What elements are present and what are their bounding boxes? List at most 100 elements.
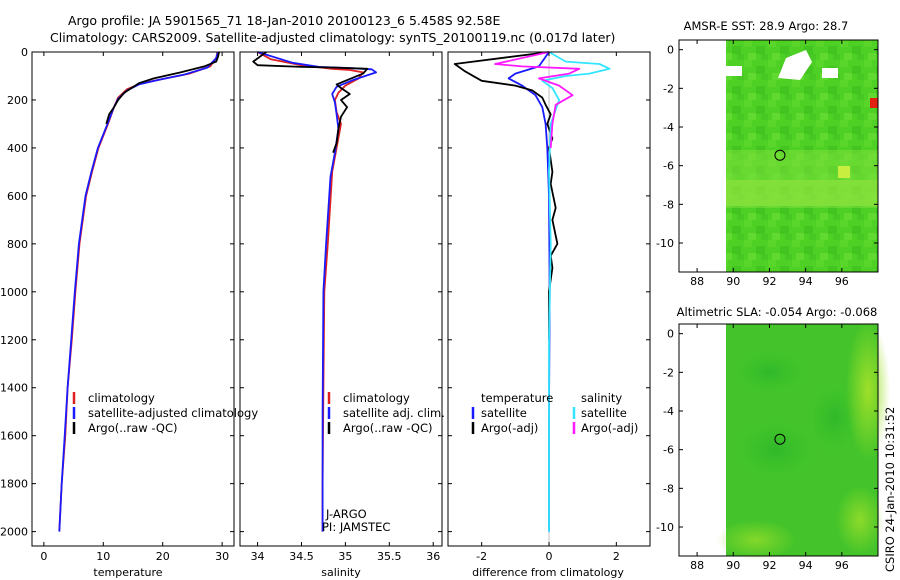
argo-location-marker — [774, 149, 786, 161]
y-tick-label: 2000 — [0, 526, 28, 539]
difference-plot-area — [453, 51, 611, 546]
series-line-satellite-adj-clim- — [257, 51, 378, 532]
y-tick-label: -6 — [663, 160, 674, 173]
csiro-timestamp: CSIRO 24-Jan-2010 10:31:52 — [883, 407, 897, 572]
legend-label-climatology: climatology — [343, 391, 410, 405]
x-tick-label: 96 — [835, 559, 849, 572]
series-line-climatology — [257, 51, 364, 532]
legend-label-satellite: satellite adj. clim. — [343, 406, 445, 420]
argo-location-marker — [774, 433, 786, 445]
legend-label-temp-satellite: satellite — [481, 406, 527, 420]
x-tick-label: 36 — [426, 550, 440, 563]
difference-ticks: -2 0 2 — [448, 51, 650, 563]
sst-warm-band — [726, 150, 878, 208]
temperature-plot-area — [58, 51, 220, 532]
sla-high-blob — [716, 520, 796, 560]
sst-map-title: AMSR-E SST: 28.9 Argo: 28.7 — [684, 19, 849, 33]
x-tick-label: -2 — [476, 550, 487, 563]
legend-label-satellite: satellite-adjusted climatology — [88, 406, 258, 420]
x-tick-label: 30 — [215, 550, 229, 563]
x-tick-label: 35.5 — [377, 550, 402, 563]
x-tick-label: 2 — [613, 550, 620, 563]
series-line-climatology — [58, 51, 219, 532]
series-line-salinity-argo-adj- — [494, 51, 581, 148]
annotation-pi: PI: JAMSTEC — [322, 520, 390, 534]
y-tick-label: -8 — [663, 482, 674, 495]
sst-missing-patch — [726, 66, 742, 76]
x-tick-label: 0 — [40, 550, 47, 563]
y-tick-label: -6 — [663, 444, 674, 457]
x-tick-label: 20 — [156, 550, 170, 563]
y-tick-label: 600 — [7, 190, 28, 203]
y-tick-label: -10 — [656, 521, 674, 534]
title-line-1: Argo profile: JA 5901565_71 18-Jan-2010 … — [68, 13, 500, 28]
legend-label-argo: Argo(..raw -QC) — [88, 421, 178, 435]
sst-hot-spot — [870, 98, 878, 108]
x-tick-label: 35 — [338, 550, 352, 563]
salinity-legend: climatology satellite adj. clim. Argo(..… — [327, 391, 445, 435]
y-tick-label: -4 — [663, 121, 674, 134]
y-tick-label: 1200 — [0, 334, 28, 347]
legend-heading-salinity: salinity — [581, 391, 622, 405]
sla-map-panel: Altimetric SLA: -0.054 Argo: -0.068 88 90… — [656, 305, 890, 572]
sla-map-frame — [678, 323, 879, 557]
x-tick-label: 10 — [96, 550, 110, 563]
series-line-argo-raw-qc- — [252, 51, 369, 154]
legend-label-temp-argo: Argo(-adj) — [481, 421, 538, 435]
legend-label-argo: Argo(..raw -QC) — [343, 421, 433, 435]
sla-map-title: Altimetric SLA: -0.054 Argo: -0.068 — [677, 305, 878, 319]
series-line-temperature-satellite — [507, 51, 551, 532]
salinity-axes-frame — [239, 51, 443, 547]
sst-map-ticks: 88 90 92 94 96 0 -2 -4 -6 -8 -10 — [656, 40, 878, 288]
y-tick-label: 400 — [7, 142, 28, 155]
y-tick-label: 0 — [21, 46, 28, 59]
y-tick-label: -4 — [663, 405, 674, 418]
sst-hot-spot — [838, 166, 850, 178]
temperature-panel: 0 10 20 30 0 200 400 600 800 1000 1200 1400 1600 1800… — [0, 46, 258, 579]
temperature-xlabel: temperature — [93, 566, 162, 579]
y-tick-label: 1400 — [0, 382, 28, 395]
y-tick-label: 1000 — [0, 286, 28, 299]
sla-high-blob — [836, 486, 884, 554]
x-tick-label: 94 — [799, 275, 813, 288]
x-tick-label: 94 — [799, 559, 813, 572]
x-tick-label: 90 — [726, 275, 740, 288]
difference-legend: temperature satellite Argo(-adj) salinit… — [471, 391, 638, 435]
y-tick-label: 0 — [667, 44, 674, 57]
x-tick-label: 88 — [690, 559, 704, 572]
sla-low-blob — [730, 416, 822, 484]
series-line-temperature-argo-adj- — [453, 51, 559, 340]
sla-heatmap-field — [716, 320, 890, 560]
sst-missing-patch — [778, 50, 812, 80]
temperature-legend: climatology satellite-adjusted climatolo… — [72, 391, 258, 435]
sst-missing-patch — [822, 68, 838, 78]
sst-warm-band-core — [726, 180, 878, 206]
legend-label-sal-satellite: satellite — [581, 406, 627, 420]
difference-panel: -2 0 2 difference from climatology tempera… — [447, 51, 651, 579]
y-tick-label: 1800 — [0, 478, 28, 491]
y-tick-label: -8 — [663, 198, 674, 211]
temperature-axes-frame — [31, 51, 235, 547]
series-line-argo-raw-qc- — [105, 51, 220, 125]
x-tick-label: 92 — [762, 275, 776, 288]
y-tick-label: -2 — [663, 82, 674, 95]
salinity-plot-area — [252, 51, 378, 532]
difference-xlabel: difference from climatology — [472, 566, 624, 579]
temperature-ticks: 0 10 20 30 0 200 400 600 800 1000 1200 1400 1600 1800… — [0, 46, 234, 563]
legend-label-sal-argo: Argo(-adj) — [581, 421, 638, 435]
series-line-satellite-adjusted-climatology — [58, 51, 219, 532]
sst-map-panel: AMSR-E SST: 28.9 Argo: 28.7 88 90 92 94 96 0 -… — [656, 19, 879, 288]
x-tick-label: 0 — [546, 550, 553, 563]
annotation-j-argo: J-ARGO — [325, 507, 367, 521]
sst-heatmap-field — [726, 40, 878, 272]
y-tick-label: 800 — [7, 238, 28, 251]
salinity-ticks: 34 34.5 35 35.5 36 — [240, 51, 442, 563]
legend-label-climatology: climatology — [88, 391, 155, 405]
x-tick-label: 92 — [762, 559, 776, 572]
x-tick-label: 34.5 — [289, 550, 314, 563]
salinity-panel: 34 34.5 35 35.5 36 salinity climatology sate… — [239, 51, 445, 579]
sst-map-frame — [678, 39, 879, 273]
x-tick-label: 34 — [251, 550, 265, 563]
salinity-xlabel: salinity — [321, 566, 361, 579]
